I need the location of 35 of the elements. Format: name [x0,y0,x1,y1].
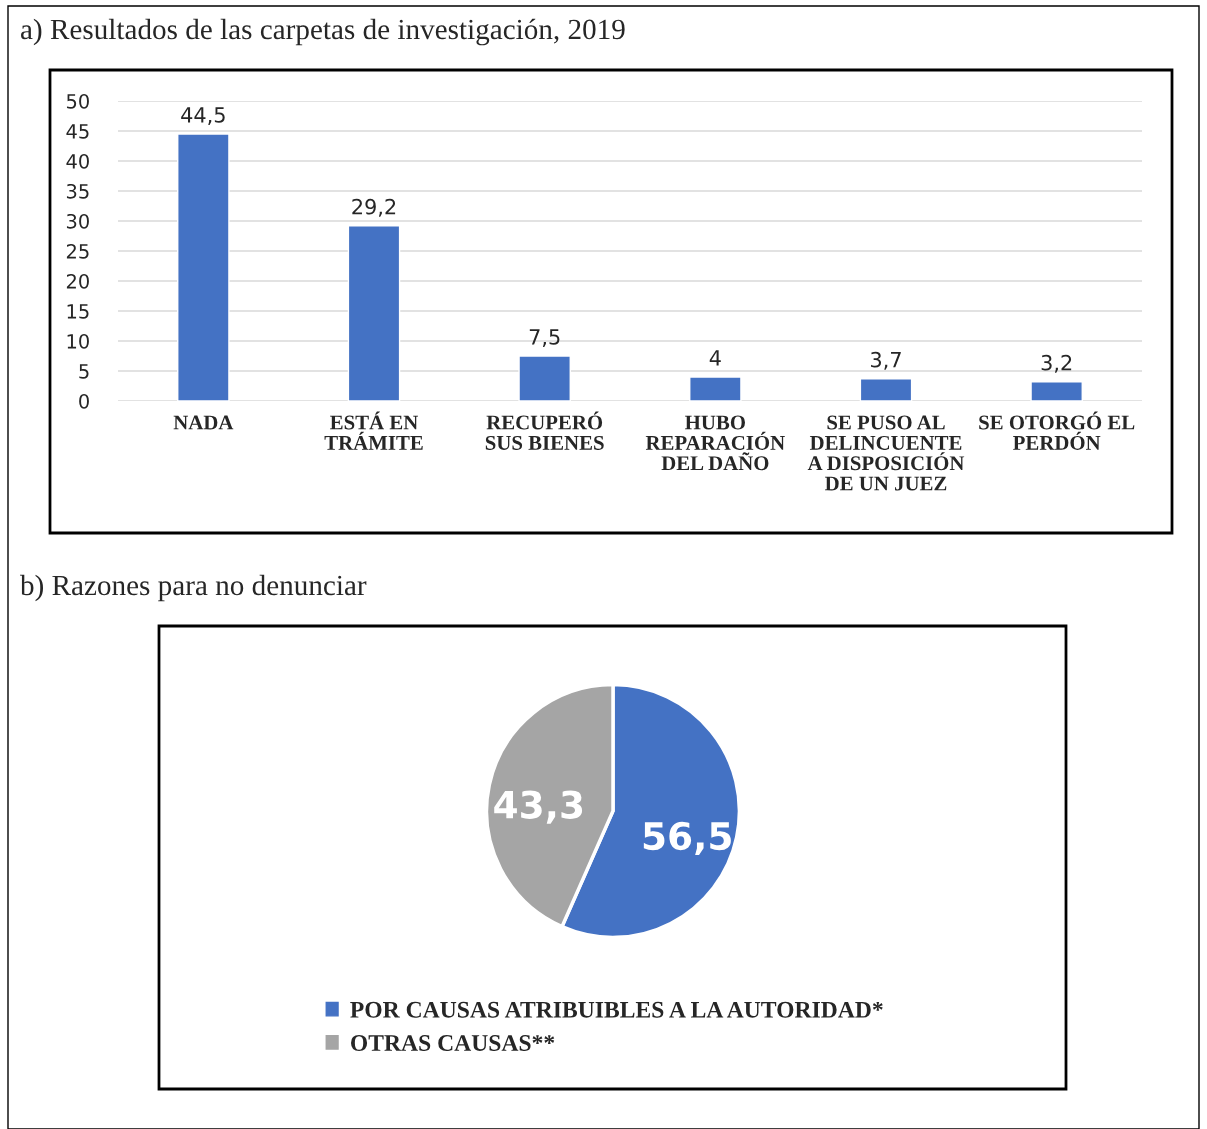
data-label: 7,5 [529,329,560,347]
x-tick-label: SE OTORGÓ EL PERDÓN [979,411,1135,450]
y-tick-label: 15 [67,304,89,319]
data-label: 43,3 [494,790,583,824]
x-tick-label: RECUPERÓ SUS BIENES [485,411,604,450]
y-tick-label: 5 [79,364,89,379]
bar [518,355,571,401]
chart-title: b) Razones para no denunciar [20,574,367,602]
y-tick-label: 25 [66,243,89,259]
bar [177,133,230,401]
y-tick-label: 30 [66,213,89,229]
bar [1030,381,1083,401]
x-tick-label: HUBO REPARACIÓN DEL DAÑO [645,415,785,471]
data-label: 44,5 [181,107,225,125]
x-tick-label: ESTÁ EN TRÁMITE [324,411,423,450]
data-label: 4 [709,350,721,366]
data-label: 29,2 [352,198,396,217]
legend-label: POR CAUSAS ATRIBUIBLES A LA AUTORIDAD* [350,1001,883,1018]
x-tick-label: SE PUSO AL DELINCUENTE A DISPOSICIÓN DE UN JUEZ [807,415,965,491]
y-tick-label: 20 [66,273,89,289]
y-tick-label: 45 [66,124,89,139]
y-tick-label: 40 [66,153,89,169]
bar [859,378,913,401]
y-tick-label: 10 [67,333,89,349]
data-label: 3,2 [1041,354,1072,373]
legend-label: OTRAS CAUSAS** [351,1035,555,1051]
bar [347,225,401,401]
y-tick-label: 0 [79,393,89,409]
x-tick-label: NADA [173,415,234,430]
bar [689,376,742,401]
chart-title: a) Resultados de las carpetas de investigación, 2019 [21,18,625,46]
data-label: 3,7 [871,351,901,370]
data-label: 56,5 [643,821,731,855]
y-tick-label: 35 [66,183,89,199]
y-tick-label: 50 [66,93,89,109]
